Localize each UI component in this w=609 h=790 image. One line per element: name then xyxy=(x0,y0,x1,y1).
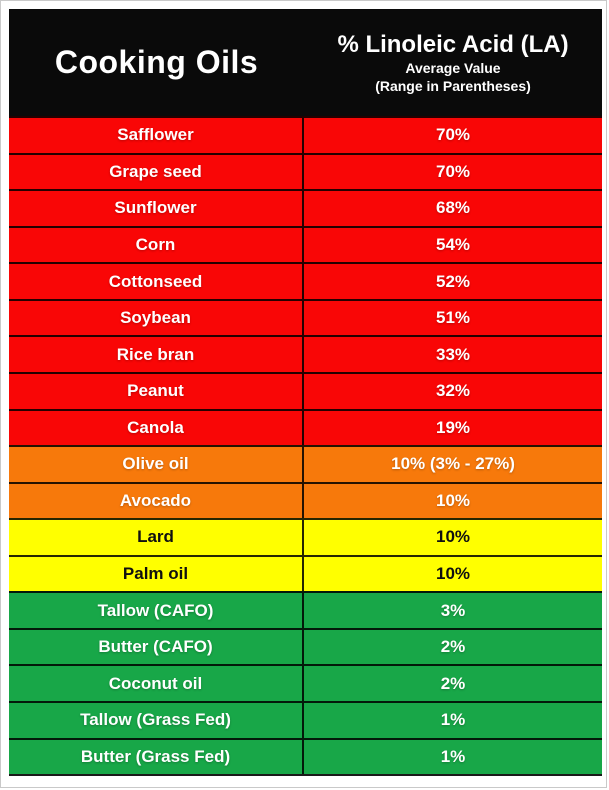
la-value: 10% (3% - 27%) xyxy=(391,454,515,474)
table-row: Avocado 10% xyxy=(9,481,602,519)
oil-table: Cooking Oils % Linoleic Acid (LA) Averag… xyxy=(9,9,602,776)
table-row: Olive oil 10% (3% - 27%) xyxy=(9,445,602,482)
la-value: 2% xyxy=(440,673,466,693)
oil-name: Olive oil xyxy=(9,447,304,482)
la-value: 1% xyxy=(440,746,466,766)
la-value: 3% xyxy=(440,600,466,620)
la-value: 10% xyxy=(435,490,471,510)
la-value: 68% xyxy=(435,198,471,218)
la-value: 10% xyxy=(435,564,471,584)
la-value: 1% xyxy=(440,710,466,730)
la-value: 19% xyxy=(435,417,471,437)
oil-name: Peanut xyxy=(9,373,304,409)
right-column-subtitle-average: Average Value xyxy=(405,60,501,76)
oil-name: Grape seed xyxy=(9,154,304,190)
oil-name: Cottonseed xyxy=(9,264,304,299)
oil-name: Butter (CAFO) xyxy=(9,629,304,665)
table-row: Grape seed 70% xyxy=(9,152,602,190)
table-row: Sunflower 68% xyxy=(9,189,602,226)
oil-name: Soybean xyxy=(9,300,304,336)
oil-name: Canola xyxy=(9,410,304,446)
table-row: Coconut oil 2% xyxy=(9,664,602,701)
table-row: Cottonseed 52% xyxy=(9,262,602,299)
table-row: Tallow (CAFO) 3% xyxy=(9,591,602,628)
la-value: 32% xyxy=(435,381,471,401)
left-column-title: Cooking Oils xyxy=(54,44,259,80)
oil-name: Lard xyxy=(9,520,304,555)
header-right-cell: % Linoleic Acid (LA) Average Value (Rang… xyxy=(304,9,602,116)
table-row: Safflower 70% xyxy=(9,116,602,153)
oil-name: Butter (Grass Fed) xyxy=(9,739,304,775)
la-value: 70% xyxy=(435,125,471,145)
la-value: 33% xyxy=(435,344,471,364)
header-left-cell: Cooking Oils xyxy=(9,9,304,116)
oil-name: Tallow (Grass Fed) xyxy=(9,703,304,738)
table-row: Lard 10% xyxy=(9,518,602,555)
table-row: Corn 54% xyxy=(9,225,602,263)
table-row: Butter (CAFO) 2% xyxy=(9,627,602,665)
table-body: Safflower 70% Grape seed 70% Sunflower 68% Cor… xyxy=(9,116,602,775)
oil-name: Palm oil xyxy=(9,556,304,592)
oil-name: Safflower xyxy=(9,118,304,153)
la-value: 51% xyxy=(435,308,471,328)
la-value: 54% xyxy=(435,234,471,254)
table-header: Cooking Oils % Linoleic Acid (LA) Averag… xyxy=(9,9,602,116)
oil-name: Corn xyxy=(9,227,304,263)
oil-name: Avocado xyxy=(9,483,304,519)
table-row: Soybean 51% xyxy=(9,298,602,336)
table-row: Tallow (Grass Fed) 1% xyxy=(9,701,602,738)
table-row: Palm oil 10% xyxy=(9,554,602,592)
table-row: Peanut 32% xyxy=(9,371,602,409)
oil-name: Coconut oil xyxy=(9,666,304,701)
right-column-title: % Linoleic Acid (LA) xyxy=(337,31,569,58)
oil-name: Tallow (CAFO) xyxy=(9,593,304,628)
right-column-subtitle-range: (Range in Parentheses) xyxy=(375,77,531,94)
table-row: Rice bran 33% xyxy=(9,335,602,372)
la-value: 52% xyxy=(435,271,471,291)
table-row: Butter (Grass Fed) 1% xyxy=(9,737,602,775)
table-row: Canola 19% xyxy=(9,408,602,446)
la-value: 10% xyxy=(435,527,471,547)
oil-name: Sunflower xyxy=(9,191,304,226)
oil-name: Rice bran xyxy=(9,337,304,372)
la-value: 70% xyxy=(435,161,471,181)
la-value: 2% xyxy=(440,637,466,657)
